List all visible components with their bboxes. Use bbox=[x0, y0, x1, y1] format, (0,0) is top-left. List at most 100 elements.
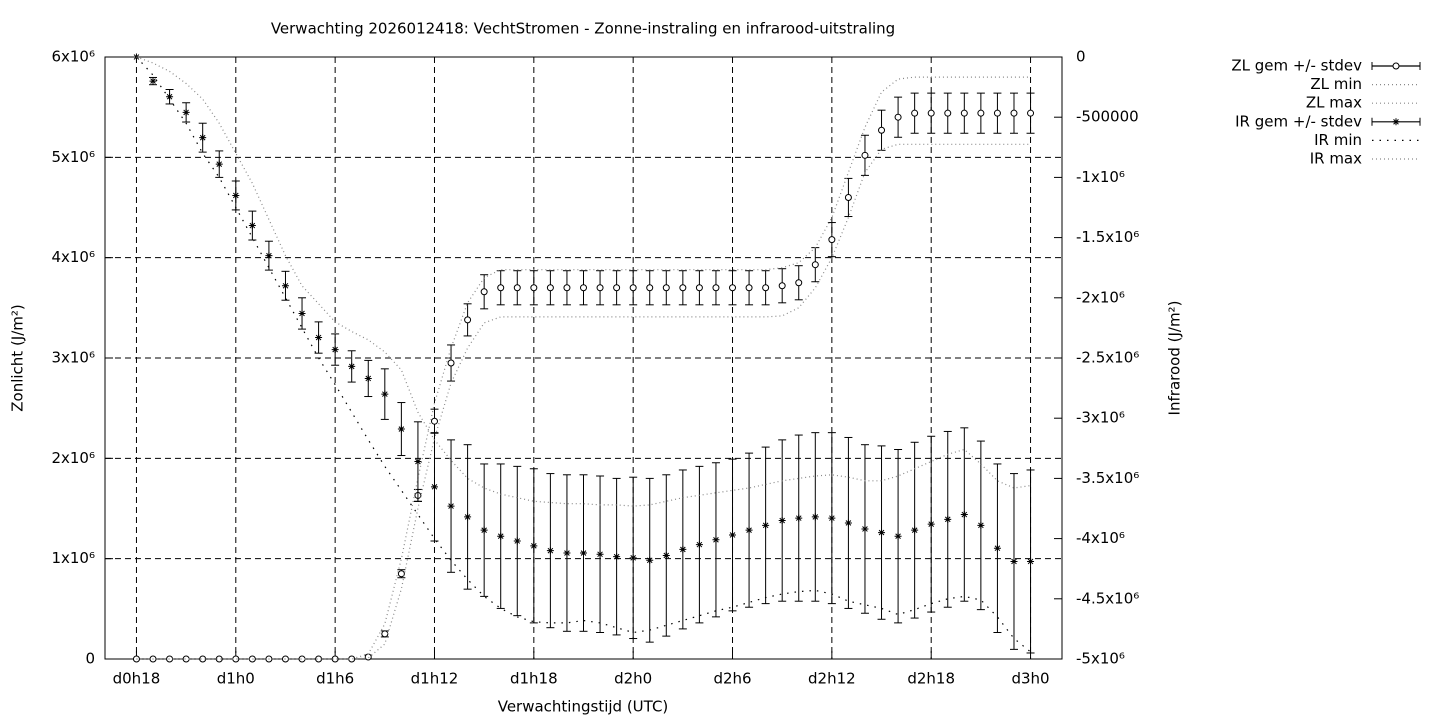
marker bbox=[596, 284, 604, 292]
marker bbox=[580, 284, 587, 292]
x-tick-label: d2h12 bbox=[808, 670, 856, 688]
legend-label: IR min bbox=[1314, 131, 1362, 149]
marker bbox=[729, 284, 737, 292]
marker bbox=[646, 284, 654, 292]
x-tick-label: d0h18 bbox=[113, 670, 161, 688]
marker bbox=[1010, 109, 1018, 117]
marker bbox=[348, 362, 356, 370]
marker bbox=[132, 655, 140, 663]
marker bbox=[530, 284, 538, 292]
marker bbox=[977, 521, 985, 529]
marker bbox=[563, 549, 571, 557]
marker bbox=[878, 529, 886, 537]
y-tick-label: 1x10⁶ bbox=[51, 549, 95, 567]
marker bbox=[811, 513, 819, 521]
marker bbox=[927, 520, 935, 528]
marker bbox=[232, 191, 240, 199]
y2-axis-label: Infrarood (J/m²) bbox=[1166, 301, 1184, 416]
marker bbox=[762, 521, 770, 529]
marker bbox=[480, 288, 488, 296]
marker bbox=[381, 390, 389, 398]
marker bbox=[944, 109, 952, 117]
x-tick-label: d1h0 bbox=[217, 670, 255, 688]
y2-tick-label: 0 bbox=[1076, 48, 1086, 66]
marker bbox=[894, 113, 902, 121]
marker bbox=[530, 542, 538, 550]
marker bbox=[960, 109, 968, 117]
marker bbox=[281, 282, 289, 290]
marker bbox=[993, 544, 1001, 552]
marker bbox=[315, 334, 323, 342]
legend-marker bbox=[1392, 118, 1400, 126]
marker bbox=[745, 526, 753, 534]
y-tick-label: 2x10⁶ bbox=[51, 449, 95, 467]
marker bbox=[977, 109, 985, 117]
marker bbox=[712, 536, 720, 544]
y2-tick-label: -500000 bbox=[1076, 108, 1139, 126]
y2-tick-label: -1x10⁶ bbox=[1076, 168, 1125, 186]
marker bbox=[563, 284, 571, 292]
marker bbox=[447, 359, 455, 367]
marker bbox=[331, 655, 339, 663]
marker bbox=[430, 483, 438, 491]
marker bbox=[331, 346, 339, 354]
marker bbox=[927, 109, 935, 117]
series-line bbox=[136, 56, 1031, 507]
y2-tick-label: -4.5x10⁶ bbox=[1076, 589, 1139, 607]
y2-tick-label: -3.5x10⁶ bbox=[1076, 469, 1139, 487]
y2-tick-label: -1.5x10⁶ bbox=[1076, 228, 1139, 246]
marker bbox=[629, 554, 637, 562]
marker bbox=[364, 653, 372, 661]
marker bbox=[248, 222, 256, 230]
x-tick-label: d2h18 bbox=[907, 670, 955, 688]
marker bbox=[215, 160, 223, 168]
marker bbox=[298, 309, 306, 317]
marker bbox=[132, 53, 140, 61]
marker bbox=[298, 655, 306, 663]
marker bbox=[232, 655, 240, 663]
y-tick-label: 0 bbox=[85, 650, 95, 668]
marker bbox=[878, 126, 886, 134]
marker bbox=[182, 655, 190, 663]
legend-marker bbox=[1392, 62, 1400, 70]
marker bbox=[844, 193, 852, 201]
marker bbox=[546, 547, 554, 555]
y-axis-label: Zonlicht (J/m²) bbox=[9, 304, 27, 412]
marker bbox=[894, 532, 902, 540]
marker bbox=[348, 655, 356, 663]
marker bbox=[248, 655, 256, 663]
legend-label: IR max bbox=[1310, 150, 1362, 168]
marker bbox=[613, 553, 621, 561]
marker bbox=[580, 549, 587, 557]
marker bbox=[662, 551, 670, 559]
marker bbox=[397, 570, 405, 578]
y-tick-label: 3x10⁶ bbox=[51, 349, 95, 367]
marker bbox=[1010, 557, 1018, 565]
legend-label: ZL max bbox=[1306, 94, 1362, 112]
marker bbox=[861, 151, 869, 159]
marker bbox=[811, 261, 819, 269]
marker bbox=[464, 513, 472, 521]
marker bbox=[1027, 557, 1035, 565]
marker bbox=[712, 284, 720, 292]
marker bbox=[828, 236, 836, 244]
marker bbox=[513, 537, 521, 545]
x-tick-label: d1h6 bbox=[316, 670, 354, 688]
marker bbox=[397, 425, 405, 433]
marker bbox=[778, 517, 786, 525]
marker bbox=[762, 284, 770, 292]
plot-frame bbox=[104, 56, 1063, 660]
marker bbox=[861, 525, 869, 533]
x-tick-label: d2h0 bbox=[614, 670, 652, 688]
marker bbox=[844, 519, 852, 527]
marker bbox=[679, 284, 687, 292]
marker bbox=[695, 284, 703, 292]
marker bbox=[596, 550, 604, 558]
marker bbox=[166, 93, 174, 101]
y2-tick-label: -2.5x10⁶ bbox=[1076, 349, 1139, 367]
marker bbox=[613, 284, 621, 292]
y2-tick-label: -5x10⁶ bbox=[1076, 650, 1125, 668]
y-tick-label: 5x10⁶ bbox=[51, 148, 95, 166]
x-tick-label: d3h0 bbox=[1011, 670, 1049, 688]
marker bbox=[695, 541, 703, 549]
